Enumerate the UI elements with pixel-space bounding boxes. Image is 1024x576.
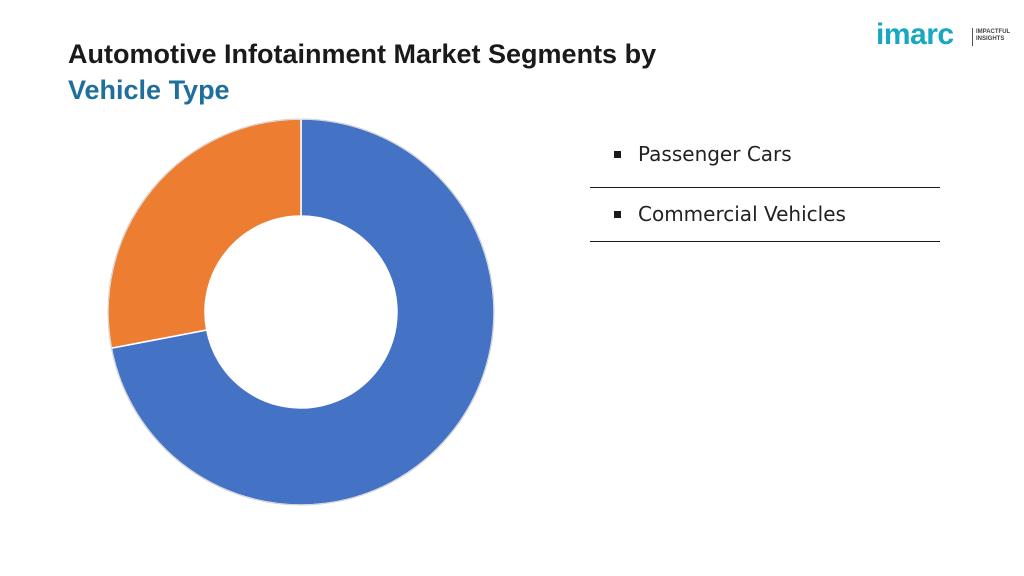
donut-slice-commercial-vehicles [107, 118, 302, 350]
imarc-logo: imarc IMPACTFUL INSIGHTS [876, 14, 1016, 54]
legend-item-commercial-vehicles: Commercial Vehicles [590, 188, 940, 242]
page-title: Automotive Infotainment Market Segments … [68, 36, 656, 108]
donut-outer-edge [107, 118, 495, 506]
donut-chart-svg [107, 118, 495, 506]
bullet-icon [614, 151, 621, 158]
donut-chart [100, 112, 500, 517]
logo-wordmark: imarc [876, 18, 954, 51]
logo-divider [972, 28, 973, 46]
bullet-icon [614, 211, 621, 218]
logo-tagline-line-1: IMPACTFUL [976, 29, 1011, 35]
title-line-1: Automotive Infotainment Market Segments … [68, 39, 657, 69]
legend-label: Commercial Vehicles [638, 202, 846, 226]
title-line-2: Vehicle Type [68, 75, 230, 105]
legend-item-passenger-cars: Passenger Cars [590, 128, 940, 188]
logo-tagline: IMPACTFUL INSIGHTS [976, 29, 1010, 43]
logo-tagline-line-2: INSIGHTS [976, 36, 1005, 42]
legend-label: Passenger Cars [638, 142, 792, 166]
chart-legend: Passenger Cars Commercial Vehicles [590, 128, 940, 242]
